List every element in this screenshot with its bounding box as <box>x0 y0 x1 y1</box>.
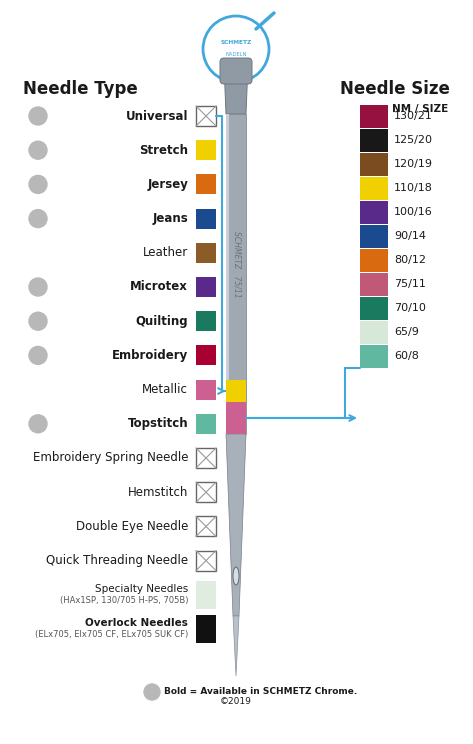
Circle shape <box>29 141 47 159</box>
Circle shape <box>29 415 47 433</box>
Text: 120/19: 120/19 <box>394 159 433 169</box>
Bar <box>226 402 246 434</box>
Text: 125/20: 125/20 <box>394 135 433 145</box>
Bar <box>196 140 216 160</box>
Bar <box>196 277 216 297</box>
Text: Leather: Leather <box>143 246 188 260</box>
Circle shape <box>29 176 47 193</box>
Text: Jeans: Jeans <box>152 212 188 225</box>
Text: NADELN: NADELN <box>225 51 247 57</box>
Bar <box>360 105 388 128</box>
Text: 75/11: 75/11 <box>394 279 426 289</box>
Text: Topstitch: Topstitch <box>127 417 188 430</box>
Text: Needle Type: Needle Type <box>23 80 137 98</box>
Bar <box>196 414 216 434</box>
Bar <box>360 273 388 296</box>
Text: 130/21: 130/21 <box>394 111 433 121</box>
Text: Double Eye Needle: Double Eye Needle <box>76 520 188 533</box>
Text: 100/16: 100/16 <box>394 207 433 217</box>
Circle shape <box>29 210 47 228</box>
Bar <box>196 311 216 331</box>
Bar <box>360 129 388 152</box>
Bar <box>360 225 388 248</box>
Text: (HAx1SP, 130/705 H-PS, 705B): (HAx1SP, 130/705 H-PS, 705B) <box>60 596 188 606</box>
Text: SCHMETZ   75/11: SCHMETZ 75/11 <box>233 231 242 298</box>
Circle shape <box>29 107 47 125</box>
Text: Quick Threading Needle: Quick Threading Needle <box>46 554 188 567</box>
Polygon shape <box>233 616 239 676</box>
Text: NM / SIZE: NM / SIZE <box>392 104 448 114</box>
Text: Quilting: Quilting <box>135 315 188 327</box>
Polygon shape <box>226 434 246 616</box>
Circle shape <box>29 278 47 296</box>
Circle shape <box>29 347 47 365</box>
Bar <box>196 482 216 502</box>
Text: SCHMETZ: SCHMETZ <box>220 40 252 45</box>
Bar <box>196 581 216 609</box>
Bar <box>196 379 216 400</box>
Bar <box>360 249 388 272</box>
Circle shape <box>144 684 160 700</box>
Bar <box>196 174 216 194</box>
Bar <box>360 297 388 320</box>
Text: 80/12: 80/12 <box>394 255 426 265</box>
Bar <box>196 345 216 365</box>
Text: Overlock Needles: Overlock Needles <box>85 618 188 628</box>
Text: (ELx705, Elx705 CF, ELx705 SUK CF): (ELx705, Elx705 CF, ELx705 SUK CF) <box>35 630 188 640</box>
Polygon shape <box>224 64 248 114</box>
Text: ©2019: ©2019 <box>220 698 252 707</box>
Text: 110/18: 110/18 <box>394 183 433 193</box>
Text: Hemstitch: Hemstitch <box>128 486 188 498</box>
Circle shape <box>29 312 47 330</box>
Text: Jersey: Jersey <box>147 178 188 191</box>
Text: Embroidery: Embroidery <box>112 349 188 362</box>
Text: 90/14: 90/14 <box>394 231 426 241</box>
Bar <box>226 380 246 402</box>
Text: Bold = Available in SCHMETZ Chrome.: Bold = Available in SCHMETZ Chrome. <box>164 687 357 696</box>
Text: Microtex: Microtex <box>130 280 188 293</box>
Text: Metallic: Metallic <box>142 383 188 396</box>
Bar <box>196 106 216 126</box>
Bar <box>196 551 216 571</box>
Bar <box>196 243 216 263</box>
Text: Universal: Universal <box>125 109 188 123</box>
Bar <box>226 114 246 434</box>
Bar <box>360 177 388 200</box>
Text: 65/9: 65/9 <box>394 327 419 337</box>
Bar <box>226 114 229 434</box>
Text: Embroidery Spring Needle: Embroidery Spring Needle <box>33 452 188 464</box>
Text: Specialty Needles: Specialty Needles <box>95 584 188 594</box>
Text: 70/10: 70/10 <box>394 303 426 313</box>
Text: Stretch: Stretch <box>139 144 188 157</box>
FancyBboxPatch shape <box>220 58 252 84</box>
Bar <box>196 448 216 468</box>
Bar <box>196 615 216 643</box>
Text: 60/8: 60/8 <box>394 351 419 361</box>
Bar <box>360 201 388 224</box>
Bar <box>196 208 216 228</box>
Bar <box>196 516 216 536</box>
Bar <box>360 153 388 176</box>
Circle shape <box>203 16 269 82</box>
Bar <box>360 321 388 344</box>
Ellipse shape <box>233 567 239 585</box>
Text: Needle Size: Needle Size <box>340 80 450 98</box>
Bar <box>360 345 388 368</box>
